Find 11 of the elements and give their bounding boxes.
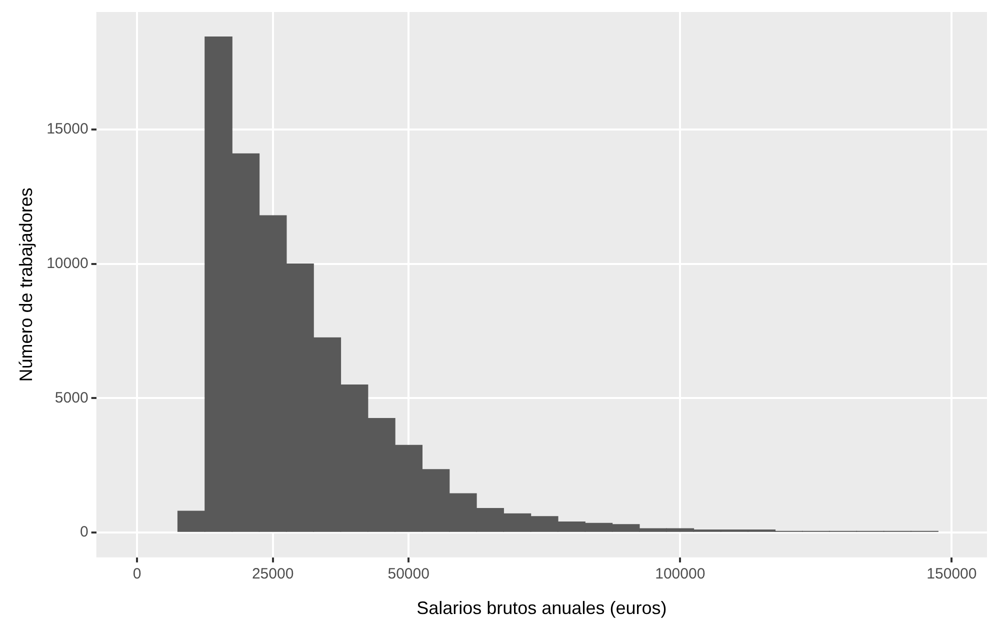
x-tick-label: 150000	[926, 566, 977, 583]
y-tick-label: 10000	[46, 255, 88, 272]
y-tick-label: 0	[80, 524, 88, 541]
x-axis-title: Salarios brutos anuales (euros)	[416, 598, 667, 618]
x-tick-label: 50000	[388, 566, 430, 583]
x-tick-label: 0	[132, 566, 142, 583]
y-tick-label: 5000	[54, 389, 88, 406]
x-tick-label: 100000	[655, 566, 706, 583]
x-tick-label: 25000	[252, 566, 294, 583]
y-tick-label: 15000	[46, 120, 88, 138]
y-axis-title: Número de trabajadores	[16, 188, 36, 382]
